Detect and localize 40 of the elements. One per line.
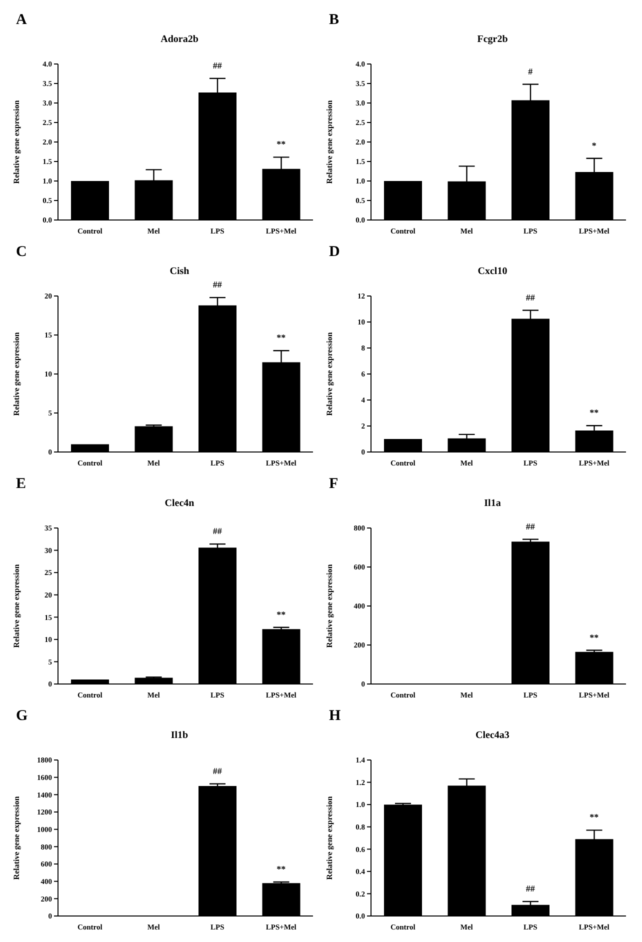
- y-axis-title: Relative gene expression: [324, 796, 334, 880]
- annotation: **: [276, 864, 286, 874]
- annotation: **: [590, 632, 600, 642]
- text: E: [16, 476, 26, 493]
- text: A: [16, 12, 27, 29]
- text: G: [16, 708, 28, 725]
- text: ##: [212, 280, 222, 290]
- chart-title: Clec4a3: [474, 730, 510, 741]
- y-axis-title: Relative gene expression: [324, 100, 334, 184]
- y-axis-title: Relative gene expression: [12, 796, 21, 880]
- y-axis-title: Relative gene expression: [324, 564, 334, 648]
- chart-title: Il1b: [170, 730, 190, 741]
- annotation: ##: [212, 60, 222, 70]
- chart-title: Clec4n: [164, 498, 196, 509]
- y-axis-title: Relative gene expression: [12, 332, 21, 416]
- annotation: #: [528, 66, 534, 76]
- y-axis-title: Relative gene expression: [12, 564, 21, 648]
- chart-title: Cxcl10: [476, 266, 508, 277]
- chart-title: Adora2b: [160, 34, 200, 45]
- chart-title: Cish: [168, 266, 190, 277]
- annotation: **: [276, 332, 286, 343]
- text: C: [16, 244, 27, 261]
- y-axis-title: Relative gene expression: [324, 332, 334, 416]
- chart-title: Fcgr2b: [476, 34, 509, 45]
- annotation: **: [590, 812, 600, 822]
- text: D: [329, 244, 340, 261]
- annotation: ##: [526, 292, 536, 302]
- chart-title: Il1a: [483, 498, 502, 509]
- annotation: ##: [526, 521, 536, 532]
- annotation: *: [592, 140, 597, 150]
- annotation: **: [276, 609, 286, 620]
- annotation: **: [276, 139, 286, 150]
- text: B: [329, 12, 340, 29]
- annotation: ##: [212, 526, 222, 536]
- y-axis-title: Relative gene expression: [12, 100, 21, 184]
- text: H: [329, 708, 341, 725]
- annotation: ##: [212, 766, 222, 776]
- text: F: [329, 476, 338, 493]
- annotation: **: [590, 408, 600, 418]
- annotation: ##: [526, 884, 536, 894]
